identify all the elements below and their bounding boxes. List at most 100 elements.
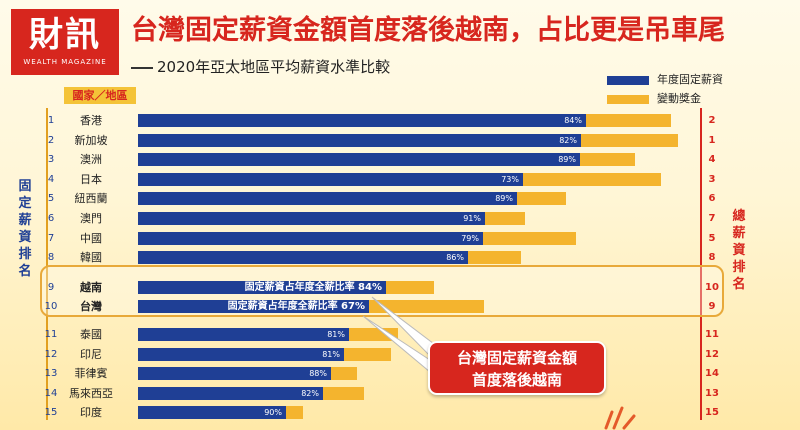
fixed-share-annotation: 固定薪資占年度全薪比率 84%	[244, 281, 382, 293]
country-label: 中國	[80, 231, 102, 245]
fixed-share-label: 89%	[495, 194, 513, 204]
right-axis-title-char: 名	[732, 277, 746, 292]
fixed-share-label: 82%	[301, 388, 319, 398]
callout-line-1: 台灣固定薪資金額	[456, 349, 577, 367]
bar-fixed	[138, 406, 286, 420]
bar-variable	[517, 192, 566, 206]
bar-fixed	[138, 212, 485, 225]
bar-fixed	[138, 251, 468, 265]
total-rank-label: 1	[708, 134, 716, 146]
legend-swatch-variable	[607, 94, 649, 104]
chart-title: 台灣固定薪資金額首度落後越南，占比更是吊車尾	[131, 15, 725, 46]
country-label: 馬來西亞	[69, 386, 113, 400]
bar-variable	[483, 231, 576, 245]
bar-fixed	[138, 153, 580, 167]
fixed-share-label: 90%	[264, 408, 282, 418]
total-rank-label: 5	[708, 232, 716, 244]
bar-fixed	[138, 347, 344, 361]
total-rank-label: 11	[705, 329, 719, 340]
fixed-rank-label: 10	[44, 301, 58, 313]
country-label: 台灣	[80, 300, 102, 314]
bar-variable	[386, 280, 434, 294]
country-label: 紐西蘭	[74, 192, 108, 206]
chart-subtitle: 2020年亞太地區平均薪資水準比較	[131, 56, 390, 77]
left-axis-title-char: 固	[18, 179, 32, 194]
fixed-rank-label: 13	[44, 368, 58, 380]
left-axis-title-char: 定	[18, 196, 32, 211]
bar-variable	[344, 347, 391, 361]
legend-swatch-fixed	[607, 75, 649, 85]
bar-fixed	[138, 231, 483, 245]
fixed-share-annotation: 固定薪資占年度全薪比率 67%	[227, 301, 365, 313]
bar-fixed	[138, 114, 586, 127]
country-label: 韓國	[80, 251, 102, 265]
bar-fixed	[138, 300, 369, 314]
country-label: 香港	[80, 114, 102, 127]
left-axis-line	[46, 108, 48, 420]
fixed-rank-label: 15	[44, 407, 58, 419]
fixed-rank-label: 8	[47, 252, 55, 264]
fixed-rank-label: 12	[44, 348, 58, 360]
bar-variable	[586, 114, 671, 127]
country-label: 菲律賓	[74, 367, 108, 381]
total-rank-label: 14	[705, 368, 719, 380]
logo-subtext: WEALTH MAGAZINE	[23, 58, 107, 66]
country-label: 澳洲	[80, 153, 102, 167]
fixed-rank-label: 2	[47, 134, 55, 146]
left-axis-title-char: 排	[18, 247, 32, 262]
right-axis-title-char: 排	[732, 260, 746, 275]
fixed-rank-label: 5	[47, 193, 55, 205]
total-rank-label: 7	[708, 213, 716, 224]
total-rank-label: 9	[708, 301, 716, 313]
bar-variable	[323, 386, 364, 400]
country-label: 日本	[80, 172, 102, 186]
bar-variable	[580, 153, 635, 167]
fixed-share-label: 81%	[322, 349, 340, 359]
callout-bubble: 台灣固定薪資金額 首度落後越南	[428, 341, 606, 395]
total-rank-label: 8	[708, 252, 716, 264]
fixed-rank-label: 3	[47, 154, 55, 166]
bar-fixed	[138, 192, 517, 206]
bar-variable	[581, 133, 678, 147]
right-axis-line	[700, 108, 702, 420]
wealth-magazine-logo: 財訊 WEALTH MAGAZINE	[11, 9, 119, 75]
fixed-rank-label: 1	[47, 115, 55, 126]
fixed-share-label: 73%	[501, 174, 519, 184]
fixed-share-label: 84%	[564, 116, 582, 125]
fixed-rank-label: 4	[47, 173, 55, 185]
fixed-share-label: 89%	[558, 155, 576, 165]
fixed-rank-label: 9	[47, 281, 55, 293]
legend-label-variable: 變動獎金	[657, 92, 701, 105]
left-axis-title-char: 名	[18, 264, 32, 279]
bar-variable	[523, 172, 661, 186]
total-rank-label: 12	[705, 348, 719, 360]
total-rank-label: 10	[705, 281, 719, 293]
country-label: 新加坡	[74, 133, 108, 147]
total-rank-label: 15	[705, 407, 719, 419]
bar-variable	[286, 406, 303, 420]
left-axis-title-char: 薪	[18, 213, 32, 228]
total-rank-label: 4	[708, 154, 716, 166]
legend-item-fixed: 年度固定薪資	[607, 71, 723, 87]
right-axis-title: 總薪資排名	[731, 208, 747, 293]
right-axis-title-char: 薪	[732, 226, 746, 241]
fixed-share-label: 82%	[559, 135, 577, 145]
fixed-share-label: 81%	[327, 330, 345, 339]
burst-decoration	[604, 406, 636, 430]
fixed-share-label: 86%	[446, 253, 464, 263]
bar-fixed	[138, 367, 331, 381]
fixed-share-label: 88%	[309, 369, 327, 379]
total-rank-label: 2	[708, 115, 716, 126]
country-label: 越南	[80, 280, 102, 294]
right-axis-title-char: 總	[732, 209, 746, 224]
total-rank-label: 6	[708, 193, 716, 205]
total-rank-label: 13	[705, 387, 719, 399]
country-column-header: 國家／地區	[64, 87, 136, 104]
country-label: 印度	[80, 406, 102, 420]
total-rank-label: 3	[708, 173, 716, 185]
fixed-share-label: 79%	[461, 233, 479, 243]
callout-line-2: 首度落後越南	[471, 371, 562, 389]
bar-fixed	[138, 386, 323, 400]
